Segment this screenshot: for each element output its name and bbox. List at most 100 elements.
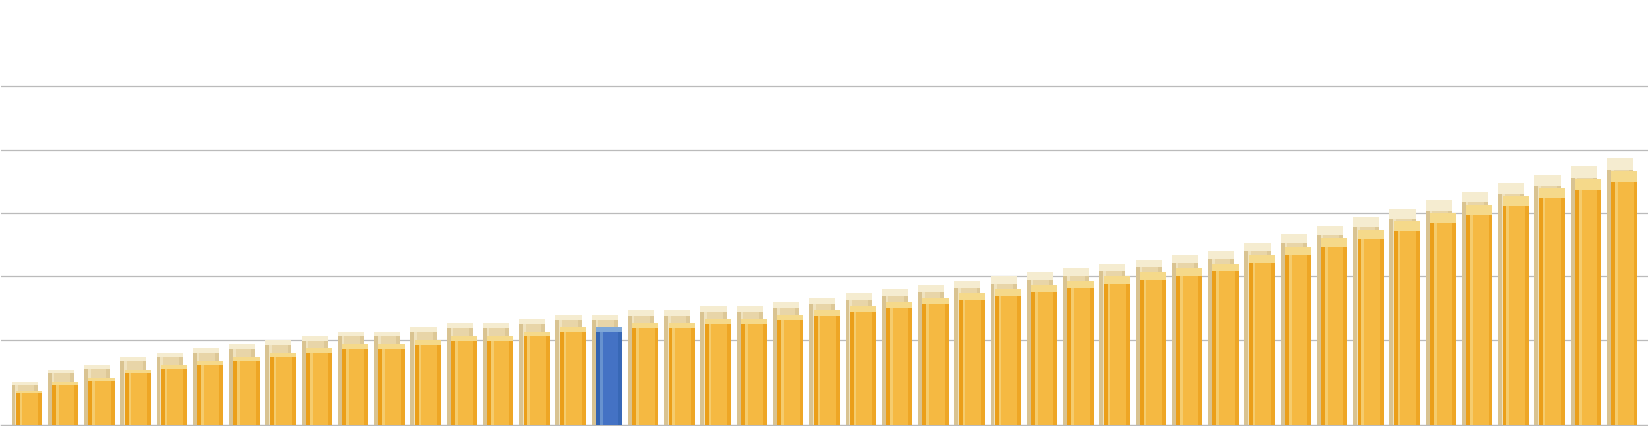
Bar — [1175, 268, 1180, 425]
Bar — [1030, 285, 1056, 425]
Bar — [1610, 171, 1636, 182]
Bar — [740, 319, 745, 425]
Bar — [1284, 247, 1310, 425]
Bar — [1538, 175, 1541, 425]
Bar — [1343, 239, 1346, 425]
Bar — [1063, 268, 1089, 276]
Bar — [849, 306, 854, 425]
Bar — [649, 311, 654, 425]
Bar — [1063, 268, 1066, 425]
Bar — [374, 331, 377, 425]
Bar — [740, 306, 743, 425]
Bar — [302, 336, 328, 425]
Bar — [1135, 259, 1162, 268]
Bar — [1144, 272, 1145, 425]
Bar — [957, 294, 962, 425]
Bar — [1248, 255, 1252, 425]
Bar — [1633, 171, 1636, 425]
Bar — [509, 336, 513, 425]
Bar — [957, 294, 984, 300]
Bar — [1429, 213, 1455, 223]
Bar — [338, 331, 341, 425]
Bar — [1103, 276, 1129, 425]
Bar — [292, 353, 295, 425]
Bar — [809, 298, 812, 425]
Bar — [631, 311, 634, 425]
Bar — [343, 344, 346, 425]
Bar — [396, 331, 400, 425]
Bar — [1353, 217, 1378, 227]
Bar — [379, 344, 382, 425]
Bar — [341, 331, 344, 425]
Bar — [559, 314, 562, 425]
Bar — [595, 327, 600, 425]
Bar — [178, 353, 183, 425]
Bar — [53, 382, 77, 425]
Bar — [1356, 230, 1383, 239]
Bar — [636, 323, 638, 425]
Bar — [1103, 276, 1129, 284]
Bar — [419, 340, 420, 425]
Bar — [882, 289, 908, 296]
Bar — [704, 319, 730, 425]
Bar — [84, 366, 87, 425]
Bar — [1211, 264, 1238, 271]
Bar — [745, 319, 747, 425]
Bar — [1103, 264, 1106, 425]
Bar — [162, 366, 186, 369]
Bar — [664, 311, 691, 316]
Bar — [432, 327, 437, 425]
Bar — [270, 353, 295, 357]
Bar — [1252, 255, 1254, 425]
Bar — [1248, 255, 1274, 263]
Bar — [990, 276, 994, 425]
Bar — [631, 323, 658, 328]
Bar — [374, 331, 400, 425]
Bar — [92, 378, 96, 425]
Bar — [1193, 255, 1196, 425]
Bar — [1607, 158, 1632, 425]
Bar — [229, 344, 255, 425]
Bar — [234, 357, 259, 361]
Bar — [631, 323, 658, 425]
Bar — [1066, 281, 1093, 288]
Bar — [1208, 251, 1211, 425]
Bar — [918, 285, 944, 292]
Bar — [1211, 251, 1215, 425]
Bar — [124, 357, 127, 425]
Bar — [812, 298, 816, 425]
Bar — [302, 336, 328, 340]
Bar — [704, 319, 709, 425]
Bar — [486, 323, 489, 425]
Bar — [957, 281, 961, 425]
Bar — [845, 294, 849, 425]
Bar — [990, 276, 1017, 425]
Bar — [812, 311, 839, 316]
Bar — [1017, 289, 1020, 425]
Bar — [483, 323, 509, 328]
Bar — [794, 302, 799, 425]
Bar — [374, 331, 400, 337]
Bar — [16, 391, 41, 425]
Bar — [1121, 264, 1126, 425]
Bar — [84, 366, 110, 425]
Bar — [1280, 234, 1284, 425]
Bar — [885, 289, 888, 425]
Bar — [157, 353, 183, 357]
Bar — [1066, 281, 1093, 425]
Bar — [541, 319, 545, 425]
Bar — [1571, 167, 1595, 178]
Bar — [1389, 209, 1414, 219]
Bar — [265, 340, 292, 425]
Bar — [12, 382, 38, 425]
Bar — [954, 281, 981, 288]
Bar — [1175, 268, 1201, 425]
Bar — [1234, 264, 1238, 425]
Bar — [1107, 276, 1109, 425]
Bar — [160, 353, 163, 425]
Bar — [452, 336, 476, 425]
Bar — [183, 366, 186, 425]
Bar — [921, 285, 925, 425]
Bar — [1162, 272, 1165, 425]
Bar — [1099, 264, 1126, 271]
